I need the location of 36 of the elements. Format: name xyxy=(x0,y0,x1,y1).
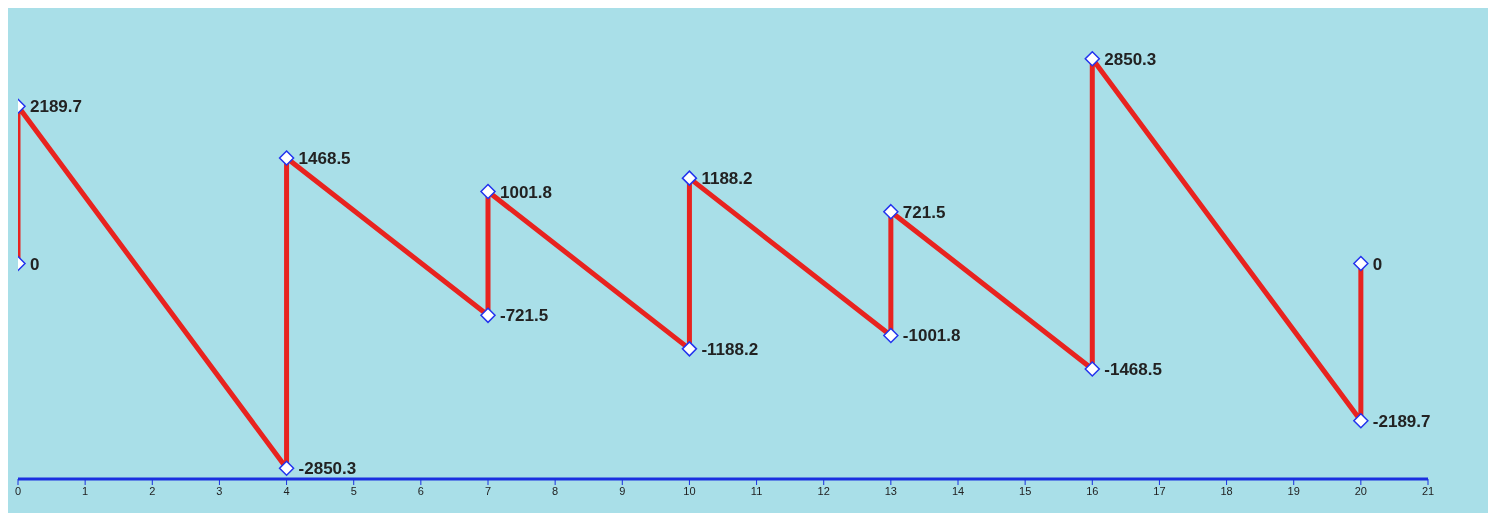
x-tick-label: 10 xyxy=(683,484,696,497)
x-tick-label: 6 xyxy=(417,484,424,497)
x-tick-label: 11 xyxy=(750,484,763,497)
data-label: 1188.2 xyxy=(701,169,753,189)
data-label: 1468.5 xyxy=(298,149,351,169)
data-label: -721.5 xyxy=(500,306,549,326)
data-label: -1001.8 xyxy=(902,326,961,346)
x-tick-label: 12 xyxy=(817,484,830,497)
x-tick-label: 1 xyxy=(82,484,89,497)
data-label: 2189.7 xyxy=(30,97,82,117)
x-tick-label: 4 xyxy=(283,484,290,497)
data-label: 2850.3 xyxy=(1104,49,1157,69)
x-tick-label: 2 xyxy=(149,484,156,497)
data-label: -1468.5 xyxy=(1104,360,1162,380)
x-tick-label: 0 xyxy=(14,484,22,497)
x-tick-label: 16 xyxy=(1086,484,1099,497)
x-tick-label: 5 xyxy=(350,484,357,497)
data-label: 1001.8 xyxy=(500,182,552,202)
data-label: 0 xyxy=(30,254,40,274)
data-label: -2850.3 xyxy=(298,459,357,479)
data-label: -2189.7 xyxy=(1372,411,1431,431)
x-tick-label: 13 xyxy=(884,484,897,497)
x-tick-label: 20 xyxy=(1354,484,1367,497)
x-tick-label: 15 xyxy=(1019,484,1032,497)
x-tick-label: 9 xyxy=(619,484,626,497)
x-tick-label: 3 xyxy=(216,484,223,497)
data-label: 0 xyxy=(1372,254,1383,274)
x-tick-label: 8 xyxy=(552,484,559,497)
x-tick-label: 18 xyxy=(1220,484,1233,497)
x-tick-label: 14 xyxy=(951,484,965,497)
x-tick-label: 19 xyxy=(1287,484,1300,497)
data-label: 721.5 xyxy=(902,202,946,222)
x-tick-label: 17 xyxy=(1153,484,1166,497)
data-label: -1188.2 xyxy=(701,339,759,359)
x-tick-label: 7 xyxy=(484,484,492,497)
x-tick-label: 21 xyxy=(1421,484,1435,497)
